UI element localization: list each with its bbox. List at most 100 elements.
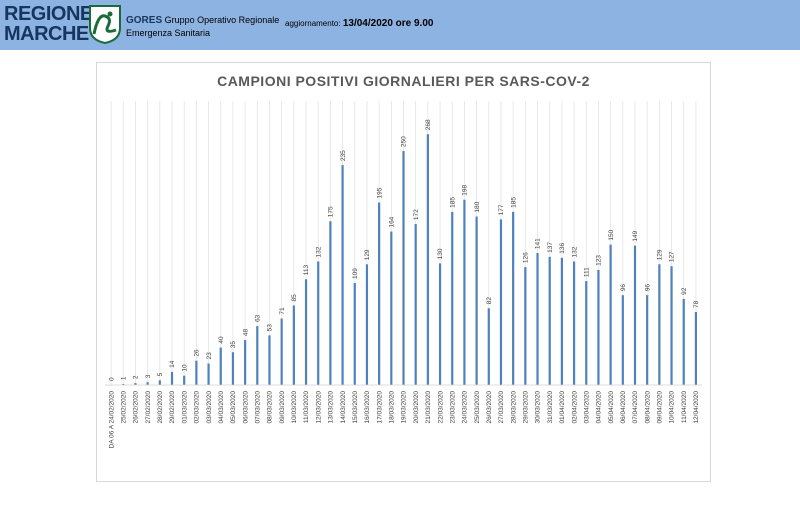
- category-label-23: 18/03/2020: [389, 391, 396, 424]
- bar-24: [402, 151, 405, 385]
- category-label-18: 13/03/2020: [328, 391, 335, 424]
- category-label-5: 29/02/2020: [169, 391, 176, 424]
- data-label-6: 10: [181, 364, 188, 372]
- category-label-22: 17/03/2020: [376, 391, 383, 424]
- category-label-25: 20/03/2020: [413, 391, 420, 424]
- header-bar: REGIONE MARCHE GORES Gruppo Operativo Re…: [0, 0, 800, 50]
- category-label-27: 22/03/2020: [437, 391, 444, 424]
- data-label-10: 35: [230, 341, 237, 349]
- bar-26: [426, 134, 429, 385]
- data-label-3: 3: [145, 374, 152, 378]
- bar-37: [560, 257, 563, 385]
- bar-3: [146, 382, 149, 385]
- category-label-31: 26/03/2020: [486, 391, 493, 424]
- category-label-17: 12/03/2020: [315, 391, 322, 424]
- region-logo: REGIONE MARCHE: [4, 4, 93, 44]
- category-label-32: 27/03/2020: [498, 391, 505, 424]
- data-label-5: 14: [169, 360, 176, 368]
- bar-30: [475, 216, 478, 385]
- category-label-48: 12/04/2020: [693, 391, 700, 424]
- bar-4: [158, 380, 161, 385]
- data-label-46: 127: [669, 251, 676, 262]
- category-label-41: 05/04/2020: [608, 391, 615, 424]
- category-label-9: 04/03/2020: [218, 391, 225, 424]
- data-label-21: 129: [364, 249, 371, 260]
- region-emblem-icon: [89, 5, 121, 44]
- bar-29: [463, 199, 466, 385]
- data-label-23: 164: [389, 216, 396, 227]
- bar-10: [231, 352, 235, 385]
- data-label-25: 172: [413, 209, 420, 220]
- bar-36: [548, 256, 551, 385]
- data-label-35: 141: [535, 238, 542, 249]
- category-label-43: 07/04/2020: [632, 391, 639, 424]
- bar-19: [341, 165, 344, 385]
- data-label-43: 149: [632, 230, 639, 241]
- logo-line-2: MARCHE: [4, 23, 89, 45]
- data-label-39: 111: [583, 267, 590, 277]
- category-label-13: 08/03/2020: [267, 391, 274, 424]
- bar-2: [134, 383, 137, 385]
- bar-20: [353, 283, 356, 385]
- bar-28: [451, 211, 454, 385]
- bar-47: [682, 298, 685, 385]
- data-label-9: 40: [218, 336, 225, 344]
- bar-chart: 0 DA 06 A 24/02/2020 1 25/02/2020 2 26/02/202…: [105, 101, 702, 449]
- bar-31: [487, 308, 490, 385]
- update-info: aggiornamento: 13/04/2020 ore 9.00: [285, 18, 433, 29]
- category-label-29: 24/03/2020: [462, 391, 469, 424]
- category-label-40: 04/04/2020: [596, 391, 603, 424]
- category-label-30: 25/03/2020: [474, 391, 481, 424]
- data-label-37: 136: [559, 243, 566, 254]
- data-label-13: 53: [267, 324, 274, 332]
- bar-8: [207, 363, 210, 385]
- category-label-26: 21/03/2020: [425, 391, 432, 424]
- bar-34: [524, 267, 527, 385]
- category-label-34: 29/03/2020: [523, 391, 530, 424]
- data-label-44: 96: [644, 284, 651, 292]
- bar-48: [694, 312, 698, 385]
- category-label-19: 14/03/2020: [340, 391, 347, 424]
- bar-38: [572, 261, 576, 385]
- bar-39: [585, 281, 588, 385]
- data-label-32: 177: [498, 204, 505, 215]
- bar-27: [438, 263, 442, 385]
- data-label-20: 109: [352, 268, 359, 279]
- category-label-42: 06/04/2020: [620, 391, 627, 424]
- category-label-20: 15/03/2020: [352, 391, 359, 424]
- bar-45: [658, 264, 661, 385]
- category-label-4: 28/02/2020: [157, 391, 164, 424]
- data-label-33: 185: [510, 197, 517, 208]
- data-label-18: 175: [328, 206, 335, 217]
- category-label-39: 03/04/2020: [583, 391, 590, 424]
- data-label-15: 85: [291, 294, 298, 302]
- bar-12: [256, 326, 259, 385]
- category-label-6: 01/03/2020: [181, 391, 188, 424]
- category-label-33: 28/03/2020: [510, 391, 517, 424]
- data-label-8: 23: [206, 352, 213, 360]
- data-label-2: 2: [133, 375, 140, 379]
- bar-13: [268, 335, 271, 385]
- data-label-40: 123: [596, 255, 603, 266]
- category-label-35: 30/03/2020: [535, 391, 542, 424]
- category-label-38: 02/04/2020: [571, 391, 578, 424]
- data-label-27: 130: [437, 248, 444, 259]
- category-label-12: 07/03/2020: [254, 391, 261, 424]
- bar-25: [414, 224, 417, 385]
- bar-43: [633, 245, 637, 385]
- category-label-37: 01/04/2020: [559, 391, 566, 424]
- data-label-41: 150: [608, 229, 615, 240]
- category-label-0: DA 06 A 24/02/2020: [108, 391, 115, 449]
- data-label-24: 250: [401, 136, 408, 147]
- chart-title: CAMPIONI POSITIVI GIORNALIERI PER SARS-C…: [217, 73, 590, 89]
- data-label-36: 137: [547, 242, 554, 253]
- bar-14: [280, 318, 283, 385]
- data-label-29: 198: [462, 184, 469, 195]
- category-label-10: 05/03/2020: [230, 391, 237, 424]
- chart-frame: CAMPIONI POSITIVI GIORNALIERI PER SARS-C…: [96, 62, 711, 482]
- update-value: 13/04/2020 ore 9.00: [342, 18, 434, 29]
- bar-32: [499, 219, 503, 385]
- data-label-14: 71: [279, 307, 286, 315]
- category-label-21: 16/03/2020: [364, 391, 371, 424]
- data-label-16: 113: [303, 265, 310, 276]
